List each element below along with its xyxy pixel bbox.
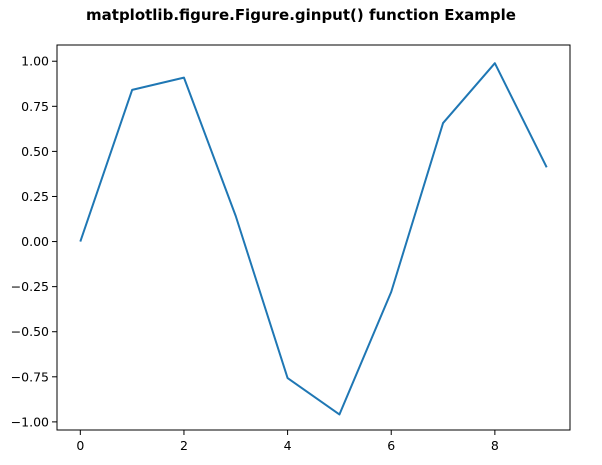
y-tick-label: 0.50 — [21, 144, 49, 159]
axes-frame — [56, 44, 571, 431]
chart-title: matplotlib.figure.Figure.ginput() functi… — [86, 6, 516, 24]
y-tick-label: 0.25 — [21, 189, 49, 204]
x-tick-label: 0 — [76, 438, 84, 453]
x-tick-label: 4 — [284, 438, 292, 453]
series-line — [79, 62, 548, 416]
y-tick-label: −0.50 — [11, 324, 49, 339]
x-tick-label: 6 — [387, 438, 395, 453]
y-tick-label: −0.25 — [11, 279, 49, 294]
x-tick-label: 8 — [491, 438, 499, 453]
y-tick-label: −1.00 — [11, 414, 49, 429]
y-tick-label: 1.00 — [21, 54, 49, 69]
y-tick-label: −0.75 — [11, 369, 49, 384]
y-tick-label: 0.00 — [21, 234, 49, 249]
y-tick-label: 0.75 — [21, 99, 49, 114]
plot-area: 0 2 4 6 8 1.00 0.75 0.50 0.25 0.00 −0.25 −0.50 −0.75… — [11, 44, 571, 453]
x-tick-label: 2 — [180, 438, 188, 453]
